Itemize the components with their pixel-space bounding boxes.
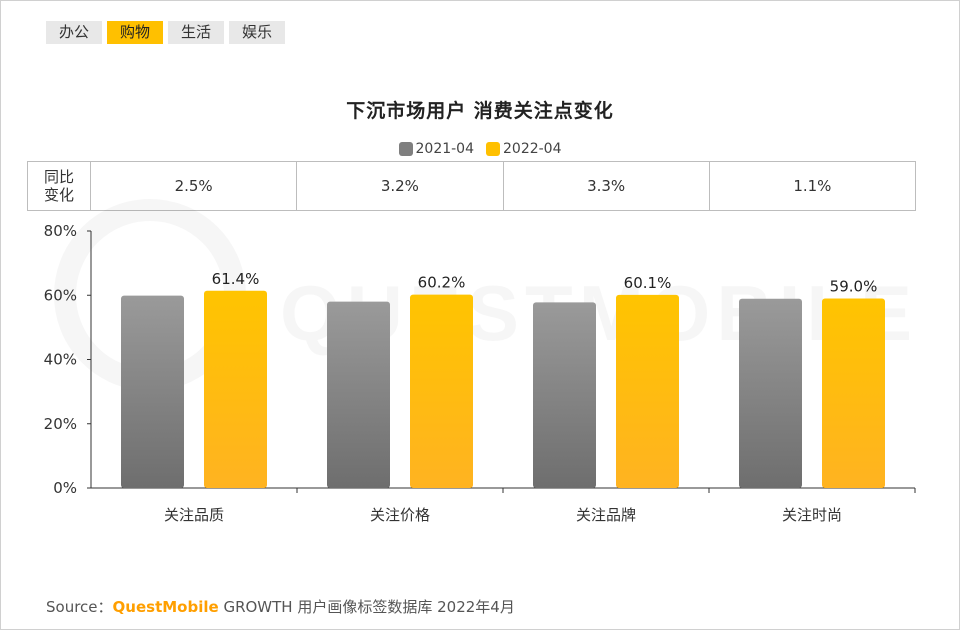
- legend-label-2021: 2021-04: [415, 141, 475, 157]
- data-label: 59.0%: [830, 277, 878, 295]
- tab-life[interactable]: 生活: [168, 21, 224, 44]
- bar-2021-04: [121, 295, 184, 488]
- x-tick-label: 关注时尚: [782, 506, 842, 524]
- yoy-header: 同比 变化: [27, 161, 91, 211]
- tab-shopping[interactable]: 购物: [107, 21, 163, 44]
- y-tick-label: 60%: [44, 286, 77, 304]
- legend-swatch-2022: [486, 142, 500, 156]
- yoy-value: 3.3%: [502, 161, 710, 211]
- x-tick-label: 关注价格: [370, 506, 430, 524]
- y-tick-label: 20%: [44, 415, 77, 433]
- source-prefix: Source：: [46, 598, 113, 616]
- plot-area: 0% 20% 40% 60% 80% 61.4% 关注品质 60.2% 关注价格 60.1% 关注品…: [44, 222, 916, 524]
- bar-2021-04: [327, 301, 390, 488]
- yoy-row: 同比 变化 2.5% 3.2% 3.3% 1.1%: [27, 161, 917, 211]
- yoy-table: 同比 变化 2.5% 3.2% 3.3% 1.1%: [27, 161, 917, 211]
- data-label: 60.1%: [624, 274, 672, 292]
- x-tick-label: 关注品牌: [576, 506, 636, 524]
- bar-2021-04: [739, 298, 802, 488]
- data-label: 61.4%: [212, 270, 260, 288]
- bar-2022-04: [616, 294, 679, 488]
- y-tick-label: 40%: [44, 351, 77, 369]
- category-tabs: 办公 购物 生活 娱乐: [46, 21, 285, 44]
- y-tick-label: 0%: [53, 479, 77, 497]
- bar-2022-04: [410, 294, 473, 488]
- yoy-value: 2.5%: [89, 161, 298, 211]
- tab-office[interactable]: 办公: [46, 21, 102, 44]
- yoy-header-text: 同比 变化: [43, 168, 74, 204]
- legend: 2021-04 2022-04: [0, 141, 960, 157]
- legend-label-2022: 2022-04: [503, 141, 562, 157]
- y-tick-label: 80%: [44, 222, 77, 240]
- bar-2021-04: [533, 302, 596, 488]
- x-tick-label: 关注品质: [164, 506, 224, 524]
- source-text: GROWTH 用户画像标签数据库 2022年4月: [218, 598, 515, 616]
- bar-2022-04: [822, 298, 885, 488]
- chart-title: 下沉市场用户 消费关注点变化: [346, 100, 614, 122]
- legend-item-2022: 2022-04: [486, 141, 562, 157]
- yoy-value: 1.1%: [708, 161, 917, 211]
- source-note: Source：QuestMobile GROWTH 用户画像标签数据库 2022…: [46, 596, 515, 617]
- bar-2022-04: [204, 290, 267, 488]
- legend-item-2021: 2021-04: [398, 141, 475, 157]
- tab-entertainment[interactable]: 娱乐: [229, 21, 285, 44]
- legend-swatch-2021: [398, 142, 413, 156]
- yoy-value: 3.2%: [296, 161, 504, 211]
- data-label: 60.2%: [418, 274, 466, 292]
- source-brand: QuestMobile: [112, 598, 219, 616]
